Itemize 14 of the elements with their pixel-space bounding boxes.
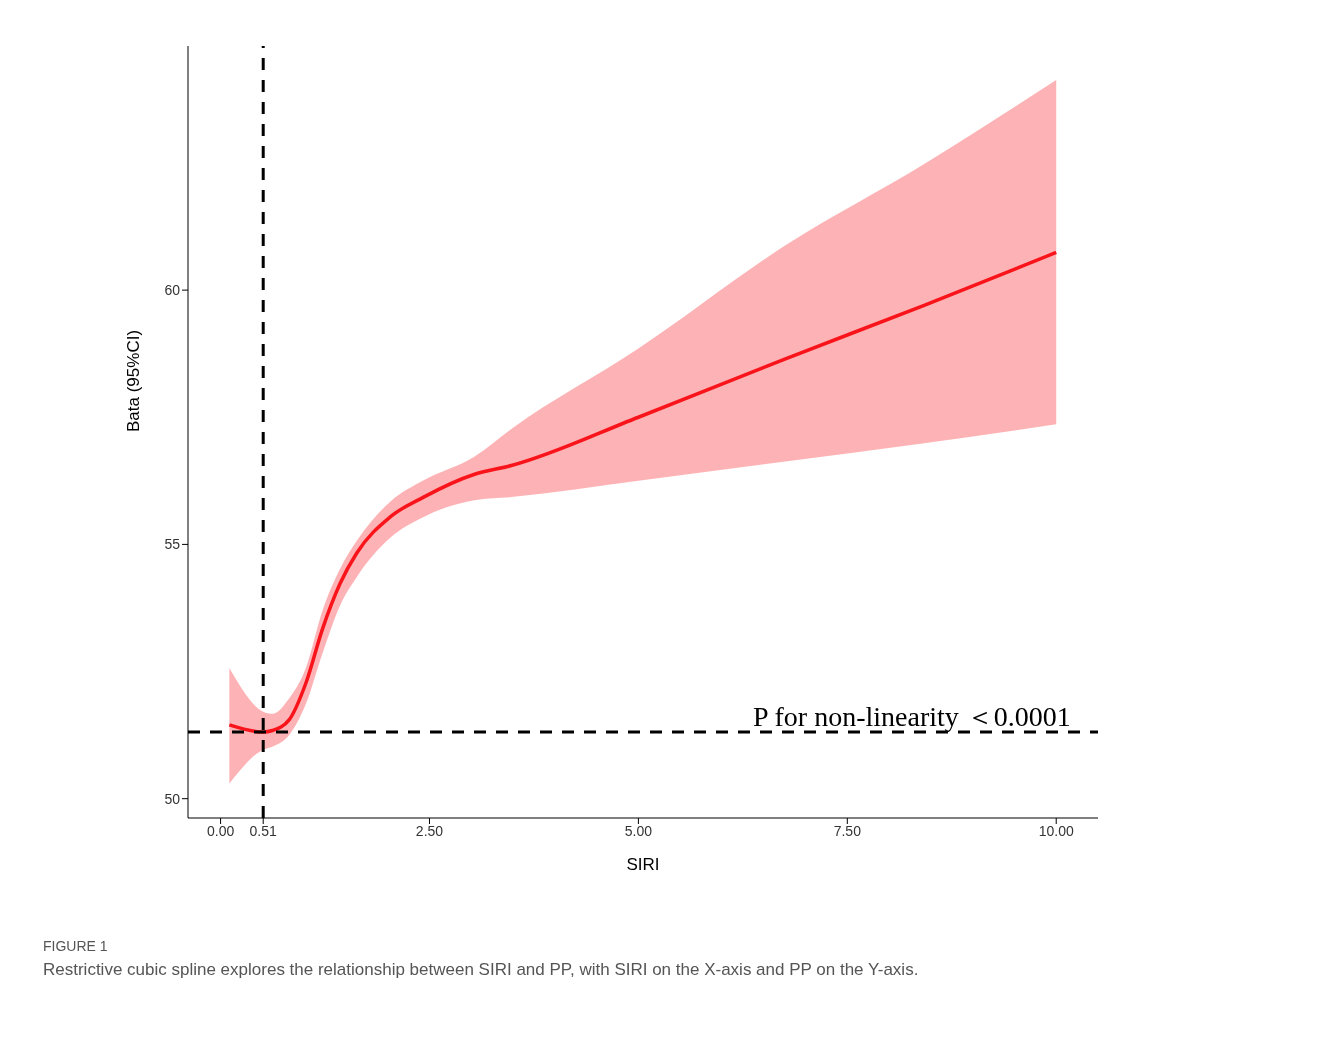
annotation: P for non-linearity ＜0.0001 (753, 700, 1071, 734)
x-tick-label: 2.50 (415, 822, 444, 839)
caption: FIGURE 1 (43, 938, 109, 954)
y-tick-label: 60 (164, 282, 181, 299)
y-axis-title: Bata (95%CI) (124, 329, 144, 432)
y-tick-label: 55 (164, 536, 181, 553)
x-tick-label: 5.00 (624, 822, 653, 839)
x-tick-label: 7.50 (833, 822, 862, 839)
x-axis-title: SIRI (626, 855, 660, 874)
y-tick-label: 50 (164, 790, 181, 807)
x-tick-label: 0.00 (206, 822, 235, 839)
text: Restrictive cubic spline explores the relationship between SIRI and PP, with SIRI on the X-axis and PP on the Y-axis. (43, 960, 920, 980)
x-tick-label: 10.00 (1038, 822, 1074, 839)
x-tick-label: 0.51 (249, 822, 278, 839)
